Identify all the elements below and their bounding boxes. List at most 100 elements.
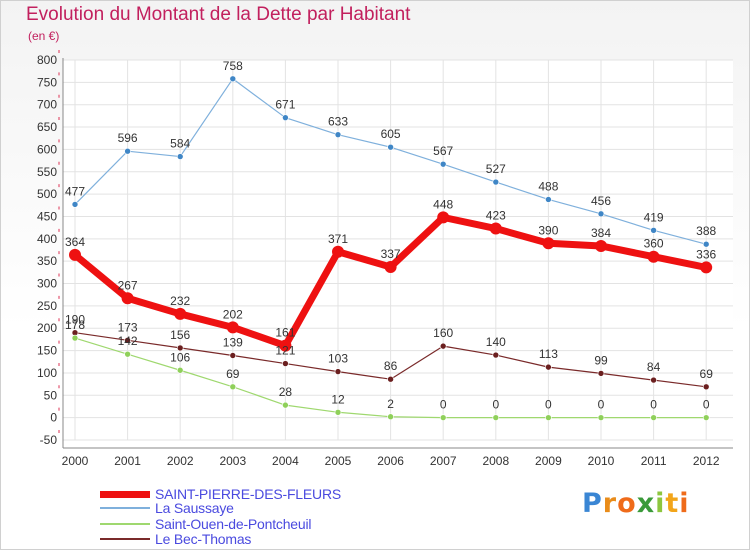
legend-item: La Saussaye xyxy=(100,500,234,516)
data-label: 0 xyxy=(598,398,605,412)
legend-label: SAINT-PIERRE-DES-FLEURS xyxy=(155,486,341,502)
y-tick-label: -50 xyxy=(40,433,58,447)
data-point xyxy=(176,344,184,352)
data-label: 2 xyxy=(387,397,394,411)
data-label: 69 xyxy=(226,367,240,381)
logo-letter: i xyxy=(679,488,690,519)
data-label: 527 xyxy=(486,162,506,176)
legend-swatch xyxy=(100,507,150,509)
data-point xyxy=(647,250,660,263)
data-label: 0 xyxy=(545,398,552,412)
data-point xyxy=(229,352,237,359)
x-tick-label: 2009 xyxy=(535,454,562,468)
data-label: 671 xyxy=(275,98,295,112)
data-point xyxy=(492,178,500,186)
data-point xyxy=(595,239,607,252)
data-point xyxy=(545,363,552,371)
data-label: 0 xyxy=(440,398,447,412)
data-label: 633 xyxy=(328,115,348,129)
legend-label: Saint-Ouen-de-Pontcheuil xyxy=(155,516,312,532)
x-tick-label: 2005 xyxy=(325,454,352,468)
data-point xyxy=(702,240,710,248)
data-point xyxy=(282,114,289,121)
y-tick-label: 50 xyxy=(44,388,58,402)
data-point xyxy=(545,414,552,421)
data-point xyxy=(597,370,605,377)
data-point xyxy=(650,376,657,384)
data-label: 173 xyxy=(118,320,138,334)
data-label: 584 xyxy=(170,137,190,151)
data-label: 477 xyxy=(65,184,85,198)
data-point xyxy=(174,307,187,320)
logo-letter: r xyxy=(602,488,618,519)
data-label: 121 xyxy=(275,344,295,358)
data-point xyxy=(124,350,131,358)
legend-swatch xyxy=(100,523,150,525)
data-point xyxy=(71,201,79,208)
data-point xyxy=(439,342,447,350)
x-tick-label: 2006 xyxy=(377,454,404,468)
y-tick-label: 700 xyxy=(37,98,57,112)
y-tick-label: 450 xyxy=(37,209,57,223)
data-label: 190 xyxy=(65,313,85,327)
x-tick-label: 2011 xyxy=(641,454,667,468)
y-tick-label: 250 xyxy=(37,299,57,313)
x-tick-label: 2012 xyxy=(693,454,720,468)
x-tick-label: 2000 xyxy=(62,454,89,468)
y-tick-label: 0 xyxy=(50,411,57,425)
data-label: 567 xyxy=(433,144,453,158)
data-point xyxy=(332,245,344,258)
data-point xyxy=(439,160,447,168)
logo-letter: t xyxy=(665,488,680,519)
data-label: 113 xyxy=(539,347,558,361)
data-label: 0 xyxy=(492,398,499,412)
y-tick-label: 550 xyxy=(37,165,57,179)
data-point xyxy=(121,292,134,305)
data-label: 419 xyxy=(644,210,664,224)
data-label: 267 xyxy=(118,278,138,292)
data-label: 140 xyxy=(486,335,506,349)
data-label: 232 xyxy=(170,294,190,308)
y-tick-label: 150 xyxy=(37,344,57,358)
data-point xyxy=(176,366,184,374)
data-label: 605 xyxy=(381,127,401,141)
data-point xyxy=(702,414,710,421)
legend-label: Le Bec-Thomas xyxy=(155,531,252,547)
data-point xyxy=(492,414,500,421)
y-tick-label: 650 xyxy=(37,120,57,134)
x-tick-label: 2003 xyxy=(219,454,246,468)
chart-subtitle: (en €) xyxy=(28,29,60,43)
data-label: 758 xyxy=(223,59,243,73)
data-label: 142 xyxy=(118,334,138,348)
data-point xyxy=(124,337,131,344)
legend-item: Le Bec-Thomas xyxy=(100,531,251,547)
data-label: 456 xyxy=(591,194,611,208)
data-point xyxy=(124,147,131,155)
data-point xyxy=(334,131,342,138)
data-label: 371 xyxy=(328,232,348,246)
data-point xyxy=(542,237,555,250)
x-tick-label: 2010 xyxy=(588,454,615,468)
data-label: 384 xyxy=(591,226,611,240)
data-point xyxy=(650,414,657,421)
data-label: 448 xyxy=(433,197,453,211)
data-point xyxy=(69,248,81,261)
data-label: 202 xyxy=(223,307,243,321)
y-tick-label: 100 xyxy=(37,366,57,380)
data-point xyxy=(387,143,394,151)
logo-letter: x xyxy=(636,488,656,519)
data-point xyxy=(387,375,394,383)
y-tick-label: 300 xyxy=(37,277,57,291)
data-label: 12 xyxy=(331,392,345,406)
y-tick-label: 350 xyxy=(37,254,57,268)
data-point xyxy=(334,408,342,416)
x-tick-label: 2007 xyxy=(430,454,457,468)
data-point xyxy=(282,360,289,367)
data-label: 390 xyxy=(538,223,558,237)
x-tick-label: 2008 xyxy=(482,454,509,468)
data-label: 364 xyxy=(65,235,85,249)
data-point xyxy=(229,383,237,391)
data-point xyxy=(282,401,289,409)
data-point xyxy=(437,211,450,224)
